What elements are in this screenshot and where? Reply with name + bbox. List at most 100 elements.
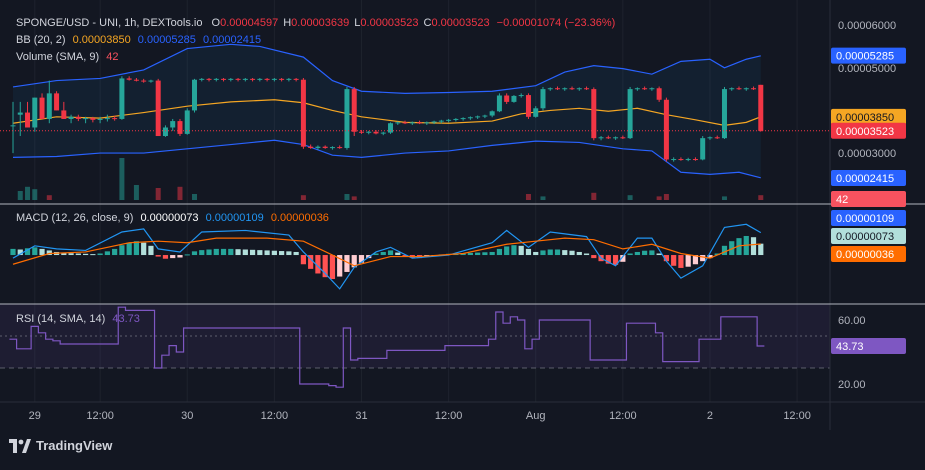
candle-body-69[interactable] — [511, 95, 517, 102]
candle-body-62[interactable] — [460, 118, 466, 120]
candle-body-80[interactable] — [591, 89, 597, 139]
candle-body-48[interactable] — [358, 131, 364, 133]
candle-body-11[interactable] — [90, 118, 96, 120]
candle-body-54[interactable] — [402, 122, 408, 124]
candle-body-3[interactable] — [32, 97, 38, 128]
candle-body-60[interactable] — [446, 119, 452, 121]
candle-body-27[interactable] — [206, 78, 212, 80]
candle-body-76[interactable] — [562, 88, 568, 90]
candle-body-87[interactable] — [642, 88, 648, 90]
candle-body-40[interactable] — [300, 79, 306, 147]
candle-body-4[interactable] — [39, 97, 45, 119]
candle-body-75[interactable] — [555, 88, 560, 90]
candle-body-23[interactable] — [177, 121, 183, 134]
candle-body-57[interactable] — [424, 122, 430, 124]
macd-label[interactable]: MACD (12, 26, close, 9) — [16, 212, 134, 224]
candle-body-64[interactable] — [475, 116, 481, 118]
price-pane[interactable] — [0, 43, 830, 200]
candle-body-32[interactable] — [242, 78, 248, 80]
candle-body-71[interactable] — [525, 95, 531, 117]
candle-body-16[interactable] — [126, 78, 132, 80]
bb-upper-line[interactable] — [12, 43, 761, 94]
macd-signal-line[interactable] — [12, 237, 761, 267]
candle-body-35[interactable] — [264, 78, 270, 80]
candle-body-93[interactable] — [685, 159, 691, 161]
candle-body-83[interactable] — [613, 137, 619, 139]
macd-line[interactable] — [12, 223, 762, 290]
candle-body-38[interactable] — [286, 78, 292, 80]
candle-body-39[interactable] — [293, 78, 299, 80]
candle-body-21[interactable] — [162, 127, 168, 137]
candle-body-51[interactable] — [380, 132, 386, 134]
candle-body-25[interactable] — [192, 79, 197, 111]
time-ticks[interactable]: 29 12:00 30 12:00 31 12:00 Aug 12:00 2 12:00 — [29, 410, 811, 422]
candle-body-15[interactable] — [119, 78, 125, 119]
candle-body-7[interactable] — [61, 110, 67, 119]
candle-body-55[interactable] — [409, 122, 415, 124]
candle-body-36[interactable] — [271, 78, 277, 80]
rsi-label[interactable]: RSI (14, SMA, 14) — [16, 313, 106, 325]
candle-body-53[interactable] — [395, 122, 401, 124]
candle-body-12[interactable] — [97, 118, 103, 120]
candle-body-63[interactable] — [467, 117, 473, 119]
candle-body-81[interactable] — [598, 137, 604, 139]
candle-body-56[interactable] — [417, 122, 423, 124]
candle-body-99[interactable] — [729, 88, 735, 90]
candle-body-49[interactable] — [366, 131, 372, 133]
candle-body-20[interactable] — [155, 80, 161, 137]
candle-body-18[interactable] — [141, 80, 147, 82]
candle-body-34[interactable] — [257, 78, 263, 80]
candle-body-79[interactable] — [584, 88, 590, 90]
candle-body-0[interactable] — [10, 125, 16, 127]
candle-body-30[interactable] — [228, 78, 234, 80]
candle-body-65[interactable] — [482, 115, 488, 117]
volume-label[interactable]: Volume (SMA, 9) — [16, 51, 100, 63]
candle-body-14[interactable] — [112, 118, 118, 120]
candle-body-94[interactable] — [692, 159, 698, 161]
candle-body-17[interactable] — [133, 79, 139, 81]
candle-body-28[interactable] — [213, 78, 219, 80]
candle-body-44[interactable] — [329, 147, 335, 149]
candle-body-58[interactable] — [431, 121, 437, 123]
candle-body-45[interactable] — [337, 147, 343, 149]
candle-body-78[interactable] — [576, 88, 582, 90]
candle-body-6[interactable] — [54, 93, 60, 111]
candle-body-86[interactable] — [634, 88, 640, 90]
candle-body-26[interactable] — [199, 78, 205, 80]
tradingview-brand[interactable]: TradingView — [9, 438, 112, 453]
symbol-title[interactable]: SPONGE/USD - UNI, 1h, DEXTools.io — [16, 17, 203, 29]
candle-body-42[interactable] — [315, 146, 321, 148]
candle-body-9[interactable] — [75, 116, 81, 119]
candle-body-59[interactable] — [438, 120, 444, 122]
candle-body-89[interactable] — [656, 88, 662, 100]
candle-body-68[interactable] — [504, 95, 510, 102]
candle-body-67[interactable] — [496, 95, 502, 112]
bb-lower-line[interactable] — [12, 139, 761, 179]
candle-body-88[interactable] — [649, 88, 655, 90]
candle-body-77[interactable] — [569, 88, 575, 90]
candle-body-95[interactable] — [700, 138, 706, 160]
candle-body-66[interactable] — [489, 111, 495, 116]
rsi-line[interactable] — [9, 306, 765, 388]
candle-body-52[interactable] — [388, 123, 394, 133]
candle-body-43[interactable] — [322, 146, 328, 148]
candle-body-96[interactable] — [707, 137, 713, 139]
candle-body-24[interactable] — [184, 110, 190, 134]
candle-body-102[interactable] — [751, 88, 757, 90]
candle-body-98[interactable] — [721, 89, 727, 139]
macd-pane[interactable] — [10, 223, 764, 290]
candle-body-29[interactable] — [221, 78, 227, 80]
candle-body-41[interactable] — [308, 146, 314, 148]
candle-body-10[interactable] — [83, 118, 89, 120]
candle-body-61[interactable] — [453, 118, 459, 120]
candle-body-72[interactable] — [533, 108, 539, 117]
candle-body-82[interactable] — [605, 137, 611, 139]
bb-basis-line[interactable] — [12, 99, 761, 126]
candle-body-31[interactable] — [235, 78, 241, 80]
candle-body-84[interactable] — [620, 137, 626, 139]
rsi-pane[interactable] — [0, 303, 830, 388]
candle-body-33[interactable] — [250, 78, 256, 80]
candle-body-70[interactable] — [518, 95, 524, 97]
candle-body-46[interactable] — [344, 89, 350, 148]
candle-body-8[interactable] — [68, 116, 74, 119]
